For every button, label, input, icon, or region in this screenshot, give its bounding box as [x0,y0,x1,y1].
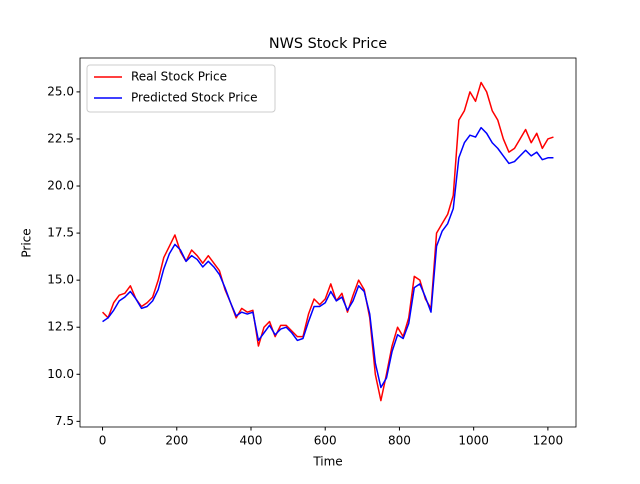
legend-box [86,64,276,113]
legend-label: Real Stock Price [131,70,227,84]
y-tick-label: 25.0 [47,84,74,98]
y-tick-label: 12.5 [47,320,74,334]
x-tick-label: 0 [99,434,107,448]
series-line [102,126,554,389]
x-tick-label: 600 [314,434,337,448]
x-axis-label: Time [312,455,342,469]
series-line [102,81,554,402]
x-tick-label: 1000 [458,434,489,448]
x-tick-label: 800 [388,434,411,448]
legend-label: Predicted Stock Price [131,91,257,105]
y-tick-label: 22.5 [47,131,74,145]
y-tick-label: 20.0 [47,179,74,193]
x-tick-label: 200 [165,434,188,448]
chart-title: NWS Stock Price [269,36,387,52]
x-tick-label: 400 [240,434,263,448]
y-axis-label: Price [20,228,34,257]
y-tick-label: 15.0 [47,273,74,287]
plot-frame [79,57,577,428]
x-tick-label: 1200 [533,434,564,448]
y-tick-label: 10.0 [47,367,74,381]
y-tick-label: 7.5 [55,414,74,428]
y-tick-label: 17.5 [47,226,74,240]
